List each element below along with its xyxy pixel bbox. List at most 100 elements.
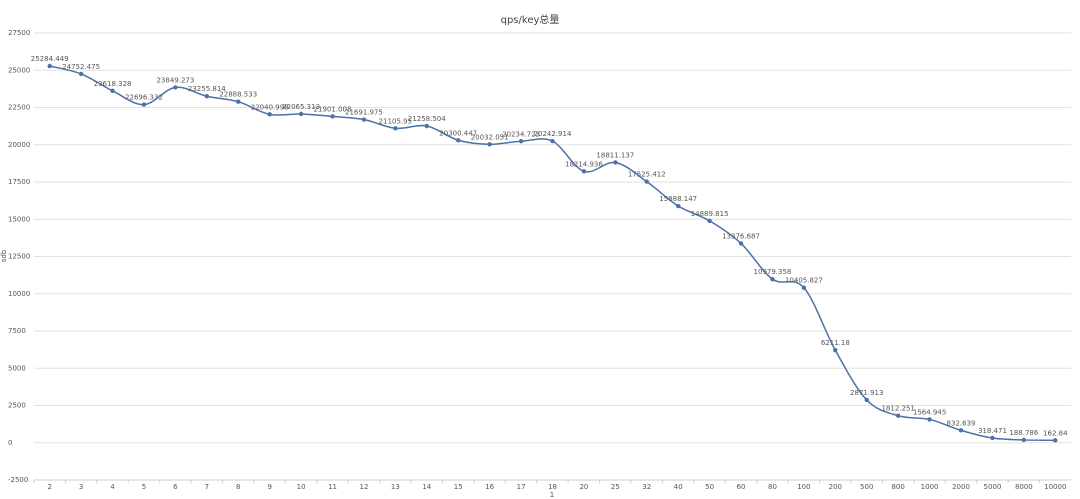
data-point bbox=[927, 417, 932, 422]
data-point bbox=[173, 85, 178, 90]
data-label: 10405.827 bbox=[785, 277, 823, 285]
x-tick-label: 40 bbox=[674, 483, 683, 491]
y-tick-label: 12500 bbox=[8, 253, 30, 261]
data-point bbox=[675, 203, 681, 209]
data-label: 318.471 bbox=[978, 427, 1007, 435]
data-point bbox=[47, 63, 52, 69]
y-tick-label: 10000 bbox=[8, 290, 30, 298]
data-label: 21258.504 bbox=[408, 115, 446, 123]
data-point bbox=[707, 218, 712, 224]
chart-title: qps/key总量 bbox=[501, 13, 560, 26]
data-point bbox=[361, 117, 367, 122]
data-label: 13376.687 bbox=[722, 232, 760, 240]
data-label: 832.639 bbox=[947, 419, 976, 427]
x-tick-label: 17 bbox=[517, 483, 526, 491]
y-tick-label: 25000 bbox=[8, 66, 30, 74]
y-tick-label: 5000 bbox=[8, 364, 26, 372]
data-label: 18811.137 bbox=[596, 151, 634, 159]
x-tick-label: 8000 bbox=[1015, 483, 1033, 491]
data-label: 23618.328 bbox=[94, 80, 132, 88]
x-tick-label: 800 bbox=[891, 483, 904, 491]
x-tick-label: 11 bbox=[328, 483, 337, 491]
x-tick-label: 18 bbox=[548, 483, 557, 491]
y-tick-label: -2500 bbox=[8, 476, 28, 484]
data-label: 24752.475 bbox=[62, 63, 100, 71]
x-tick-label: 25 bbox=[611, 483, 620, 491]
data-point bbox=[487, 142, 492, 147]
data-label: 188.786 bbox=[1009, 429, 1038, 437]
x-tick-label: 50 bbox=[705, 483, 714, 491]
x-tick-label: 4 bbox=[110, 483, 115, 491]
data-point bbox=[833, 348, 838, 353]
data-label: 2871.913 bbox=[850, 389, 883, 397]
data-label: 21901.008 bbox=[314, 105, 352, 113]
data-point bbox=[330, 114, 335, 119]
x-tick-label: 200 bbox=[829, 483, 842, 491]
x-tick-label: 5000 bbox=[984, 483, 1002, 491]
x-tick-label: 2000 bbox=[952, 483, 970, 491]
data-point bbox=[770, 276, 775, 282]
x-tick-label: 500 bbox=[860, 483, 873, 491]
data-label: 162.84 bbox=[1043, 429, 1068, 437]
data-point bbox=[298, 111, 304, 117]
x-tick-label: 15 bbox=[454, 483, 463, 491]
y-tick-label: 22500 bbox=[8, 104, 30, 112]
x-tick-label: 2 bbox=[47, 483, 51, 491]
data-label: 22065.313 bbox=[282, 103, 320, 111]
data-label: 22040.998 bbox=[251, 103, 289, 111]
data-label: 22888.533 bbox=[219, 91, 257, 99]
data-point bbox=[1053, 438, 1058, 443]
data-point bbox=[550, 138, 555, 144]
x-axis-label: 1 bbox=[550, 491, 554, 499]
x-tick-label: 5 bbox=[142, 483, 146, 491]
data-point bbox=[456, 138, 461, 143]
data-label: 20234.723 bbox=[502, 130, 540, 138]
data-point bbox=[393, 126, 398, 131]
y-tick-label: 20000 bbox=[8, 141, 30, 149]
data-label: 23849.273 bbox=[156, 76, 194, 84]
x-tick-label: 10000 bbox=[1044, 483, 1066, 491]
y-tick-label: 27500 bbox=[8, 29, 30, 37]
x-tick-label: 16 bbox=[485, 483, 494, 491]
data-label: 14889.815 bbox=[691, 210, 729, 218]
data-label: 1812.251 bbox=[881, 405, 914, 413]
data-label: 20300.447 bbox=[439, 129, 477, 137]
data-point bbox=[267, 112, 272, 117]
data-point bbox=[895, 413, 901, 418]
y-tick-label: 7500 bbox=[8, 327, 26, 335]
x-tick-label: 100 bbox=[797, 483, 810, 491]
data-point bbox=[1021, 437, 1027, 443]
x-tick-label: 20 bbox=[579, 483, 588, 491]
data-label: 1564.945 bbox=[913, 408, 946, 416]
data-label: 21691.975 bbox=[345, 109, 383, 117]
y-tick-label: 17500 bbox=[8, 178, 30, 186]
y-axis-label: qps bbox=[0, 250, 8, 263]
data-point bbox=[581, 169, 587, 174]
x-tick-label: 9 bbox=[267, 483, 271, 491]
data-point bbox=[801, 285, 807, 290]
data-point bbox=[110, 88, 115, 94]
data-label: 6211.18 bbox=[821, 339, 850, 347]
x-tick-label: 1000 bbox=[921, 483, 939, 491]
x-tick-label: 7 bbox=[205, 483, 209, 491]
data-label: 23255.814 bbox=[188, 85, 226, 93]
y-tick-label: 15000 bbox=[8, 215, 30, 223]
data-point bbox=[990, 435, 995, 441]
data-label: 18214.936 bbox=[565, 160, 603, 168]
x-tick-label: 60 bbox=[737, 483, 746, 491]
data-label: 25284.449 bbox=[31, 55, 69, 63]
x-tick-label: 12 bbox=[359, 483, 368, 491]
data-point bbox=[141, 102, 147, 107]
data-point bbox=[958, 428, 964, 433]
y-tick-label: 2500 bbox=[8, 402, 26, 410]
x-tick-label: 8 bbox=[236, 483, 240, 491]
y-tick-label: 0 bbox=[8, 439, 12, 447]
data-point bbox=[78, 71, 84, 77]
data-label: 15888.147 bbox=[659, 195, 697, 203]
data-point bbox=[204, 94, 210, 99]
data-point bbox=[613, 160, 618, 165]
x-tick-label: 80 bbox=[768, 483, 777, 491]
data-point bbox=[236, 99, 241, 104]
x-tick-label: 14 bbox=[422, 483, 431, 491]
